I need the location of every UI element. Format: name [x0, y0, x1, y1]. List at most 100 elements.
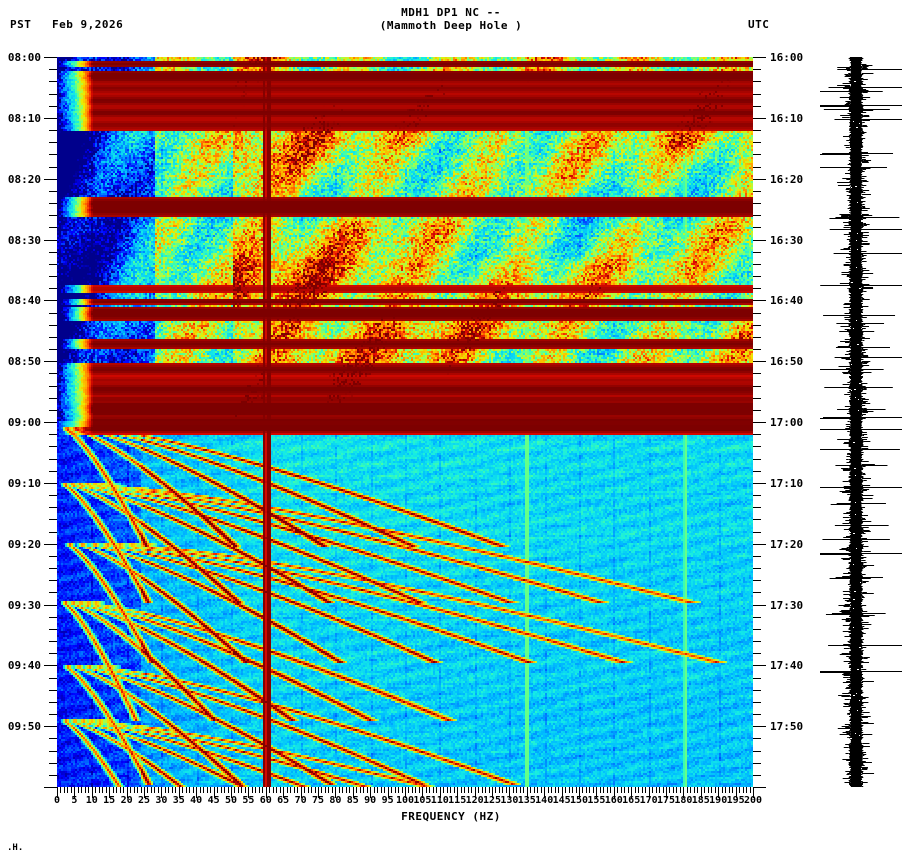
frequency-tick [74, 787, 75, 798]
time-label-left: 09:30 [7, 599, 41, 612]
frequency-tick [130, 787, 131, 793]
time-label-right: 17:00 [770, 416, 804, 429]
frequency-tick [175, 787, 176, 793]
frequency-tick [701, 787, 702, 798]
time-label-left: 08:10 [7, 112, 41, 125]
time-label-right: 17:40 [770, 659, 804, 672]
frequency-tick [304, 787, 305, 793]
time-tick-left [49, 690, 57, 691]
frequency-tick [398, 787, 399, 793]
frequency-tick [523, 787, 524, 793]
frequency-tick [683, 787, 684, 798]
time-tick-left [49, 191, 57, 192]
frequency-tick [506, 787, 507, 793]
frequency-tick [353, 787, 354, 798]
time-label-right: 17:10 [770, 477, 804, 490]
frequency-tick [370, 787, 371, 798]
frequency-tick [666, 787, 667, 798]
frequency-tick [565, 787, 566, 793]
time-tick-left [49, 349, 57, 350]
frequency-tick [485, 787, 486, 793]
frequency-tick [217, 787, 218, 793]
frequency-tick [669, 787, 670, 793]
frequency-tick [377, 787, 378, 793]
frequency-label: 70 [294, 795, 307, 806]
frequency-tick [367, 787, 368, 793]
time-tick-right [753, 653, 761, 654]
frequency-tick [186, 787, 187, 793]
time-tick-right [753, 690, 761, 691]
time-tick-left [49, 763, 57, 764]
time-tick-right [753, 665, 766, 666]
frequency-tick [266, 787, 267, 798]
frequency-tick [238, 787, 239, 793]
frequency-tick [161, 787, 162, 798]
time-tick-left [49, 519, 57, 520]
time-tick-left [49, 203, 57, 204]
frequency-tick [527, 787, 528, 798]
time-tick-left [49, 678, 57, 679]
frequency-label: 55 [242, 795, 255, 806]
time-tick-right [753, 94, 761, 95]
time-tick-left [49, 714, 57, 715]
frequency-tick [81, 787, 82, 793]
frequency-tick [71, 787, 72, 793]
time-tick-right [753, 775, 761, 776]
time-tick-right [753, 592, 761, 593]
frequency-tick [680, 787, 681, 793]
frequency-tick [151, 787, 152, 793]
frequency-tick [391, 787, 392, 793]
timezone-left-label: PST [10, 18, 32, 31]
frequency-tick [294, 787, 295, 793]
frequency-tick [610, 787, 611, 793]
amplitude-trace-canvas [820, 57, 902, 787]
frequency-tick [725, 787, 726, 793]
frequency-tick [537, 787, 538, 793]
frequency-tick [454, 787, 455, 793]
frequency-tick [436, 787, 437, 793]
frequency-tick [332, 787, 333, 793]
frequency-tick [440, 787, 441, 798]
frequency-tick [520, 787, 521, 793]
frequency-tick [412, 787, 413, 793]
time-tick-left [49, 337, 57, 338]
frequency-tick [628, 787, 629, 793]
frequency-tick [276, 787, 277, 793]
time-tick-left [49, 264, 57, 265]
frequency-tick [381, 787, 382, 793]
frequency-tick [405, 787, 406, 798]
frequency-tick [419, 787, 420, 793]
frequency-tick [339, 787, 340, 793]
time-tick-right [753, 373, 761, 374]
frequency-tick [57, 787, 58, 798]
frequency-tick [64, 787, 65, 793]
frequency-tick [697, 787, 698, 793]
frequency-tick [234, 787, 235, 793]
time-tick-right [753, 240, 766, 241]
frequency-label: 185 [691, 795, 710, 806]
frequency-tick [576, 787, 577, 793]
time-tick-right [753, 252, 761, 253]
time-tick-left [44, 300, 57, 301]
frequency-tick [328, 787, 329, 793]
timezone-right-label: UTC [748, 18, 770, 31]
frequency-tick [137, 787, 138, 793]
frequency-tick [88, 787, 89, 793]
frequency-label: 15 [103, 795, 116, 806]
time-tick-right [753, 227, 761, 228]
time-tick-left [49, 629, 57, 630]
time-tick-left [49, 154, 57, 155]
date-label: Feb 9,2026 [52, 18, 124, 31]
time-tick-left [49, 142, 57, 143]
frequency-label: 175 [656, 795, 676, 806]
frequency-tick [468, 787, 469, 793]
time-tick-left [44, 665, 57, 666]
frequency-tick [335, 787, 336, 798]
frequency-tick [123, 787, 124, 793]
frequency-tick [255, 787, 256, 793]
time-tick-left [49, 227, 57, 228]
frequency-tick [548, 787, 549, 793]
time-tick-right [753, 81, 761, 82]
time-tick-left [49, 446, 57, 447]
frequency-tick [729, 787, 730, 793]
